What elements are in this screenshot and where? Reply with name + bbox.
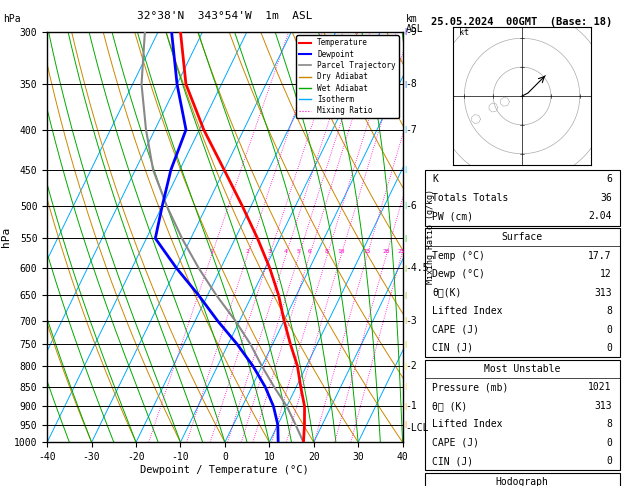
Text: Pressure (mb): Pressure (mb) bbox=[432, 382, 509, 392]
Text: 313: 313 bbox=[594, 288, 612, 297]
Text: 8: 8 bbox=[606, 306, 612, 316]
Text: |: | bbox=[404, 202, 408, 209]
Text: |: | bbox=[404, 126, 408, 133]
Text: km: km bbox=[406, 14, 418, 24]
Text: 5: 5 bbox=[297, 249, 301, 254]
Text: 15: 15 bbox=[363, 249, 370, 254]
Text: |: | bbox=[404, 292, 408, 299]
Text: 0: 0 bbox=[606, 456, 612, 466]
Text: 0: 0 bbox=[606, 325, 612, 334]
Text: |: | bbox=[404, 264, 408, 272]
Text: 3: 3 bbox=[267, 249, 271, 254]
Text: |: | bbox=[404, 421, 408, 428]
Text: 8: 8 bbox=[606, 419, 612, 429]
Text: CAPE (J): CAPE (J) bbox=[432, 325, 479, 334]
Text: -3: -3 bbox=[406, 315, 418, 326]
Text: 6: 6 bbox=[606, 174, 612, 184]
Text: |: | bbox=[404, 235, 408, 242]
Text: -8: -8 bbox=[406, 79, 418, 89]
Text: kt: kt bbox=[459, 28, 469, 37]
Text: -2: -2 bbox=[406, 361, 418, 371]
Text: -9: -9 bbox=[406, 27, 418, 36]
Text: 4: 4 bbox=[284, 249, 287, 254]
Text: -7: -7 bbox=[406, 125, 418, 135]
Text: -LCL: -LCL bbox=[406, 423, 429, 434]
Text: Hodograph: Hodograph bbox=[496, 477, 548, 486]
Text: θ⁣ (K): θ⁣ (K) bbox=[432, 401, 467, 411]
Text: Dewp (°C): Dewp (°C) bbox=[432, 269, 485, 279]
Text: 32°38'N  343°54'W  1m  ASL: 32°38'N 343°54'W 1m ASL bbox=[137, 11, 313, 21]
Text: Lifted Index: Lifted Index bbox=[432, 306, 503, 316]
Legend: Temperature, Dewpoint, Parcel Trajectory, Dry Adiabat, Wet Adiabat, Isotherm, Mi: Temperature, Dewpoint, Parcel Trajectory… bbox=[296, 35, 399, 118]
Text: 25.05.2024  00GMT  (Base: 18): 25.05.2024 00GMT (Base: 18) bbox=[431, 17, 613, 27]
Text: |: | bbox=[404, 383, 408, 390]
Text: 2: 2 bbox=[245, 249, 249, 254]
Text: |: | bbox=[404, 81, 408, 87]
Text: |: | bbox=[404, 166, 408, 174]
Text: 0: 0 bbox=[606, 343, 612, 353]
Text: ASL: ASL bbox=[406, 24, 423, 34]
Text: |: | bbox=[404, 28, 408, 35]
Text: CIN (J): CIN (J) bbox=[432, 456, 474, 466]
Text: |: | bbox=[404, 317, 408, 324]
Text: CAPE (J): CAPE (J) bbox=[432, 438, 479, 448]
Text: 2.04: 2.04 bbox=[588, 211, 612, 221]
Text: Surface: Surface bbox=[501, 232, 543, 242]
Text: CIN (J): CIN (J) bbox=[432, 343, 474, 353]
Text: |: | bbox=[404, 363, 408, 370]
Text: 25: 25 bbox=[398, 249, 405, 254]
Text: 12: 12 bbox=[600, 269, 612, 279]
Text: -4.5: -4.5 bbox=[406, 263, 429, 273]
Text: -6: -6 bbox=[406, 201, 418, 211]
Text: 17.7: 17.7 bbox=[588, 251, 612, 260]
Text: 313: 313 bbox=[594, 401, 612, 411]
Y-axis label: hPa: hPa bbox=[1, 227, 11, 247]
Text: 0: 0 bbox=[606, 438, 612, 448]
Text: 1: 1 bbox=[209, 249, 213, 254]
Text: 6: 6 bbox=[308, 249, 311, 254]
Text: θ⁣(K): θ⁣(K) bbox=[432, 288, 462, 297]
Text: 20: 20 bbox=[382, 249, 390, 254]
Text: 8: 8 bbox=[325, 249, 329, 254]
Text: Temp (°C): Temp (°C) bbox=[432, 251, 485, 260]
Text: Most Unstable: Most Unstable bbox=[484, 364, 560, 374]
Text: Lifted Index: Lifted Index bbox=[432, 419, 503, 429]
Text: |: | bbox=[404, 403, 408, 410]
Text: |: | bbox=[404, 341, 408, 347]
Text: Totals Totals: Totals Totals bbox=[432, 193, 509, 203]
Text: 10: 10 bbox=[337, 249, 345, 254]
Text: PW (cm): PW (cm) bbox=[432, 211, 474, 221]
Text: 36: 36 bbox=[600, 193, 612, 203]
Text: K: K bbox=[432, 174, 438, 184]
Text: hPa: hPa bbox=[3, 14, 21, 24]
X-axis label: Dewpoint / Temperature (°C): Dewpoint / Temperature (°C) bbox=[140, 465, 309, 475]
Text: 1021: 1021 bbox=[588, 382, 612, 392]
Text: -1: -1 bbox=[406, 401, 418, 411]
Text: Mixing Ratio (g/kg): Mixing Ratio (g/kg) bbox=[426, 190, 435, 284]
